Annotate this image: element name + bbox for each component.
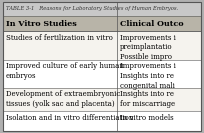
Bar <box>3 60 201 88</box>
Text: In vitro models: In vitro models <box>120 114 174 122</box>
Text: In Vitro Studies: In Vitro Studies <box>6 20 77 28</box>
Text: Development of extraembryonic
tissues (yolk sac and placenta): Development of extraembryonic tissues (y… <box>6 90 121 108</box>
Bar <box>3 2 201 16</box>
Text: Insights into re
for miscarriage: Insights into re for miscarriage <box>120 90 175 108</box>
Bar <box>3 31 201 60</box>
Text: Improvements i
preimplantatio
Possible impro: Improvements i preimplantatio Possible i… <box>120 34 176 61</box>
Text: Clinical Outco: Clinical Outco <box>120 20 184 28</box>
Text: TABLE 3-1   Reasons for Laboratory Studies of Human Embryos.: TABLE 3-1 Reasons for Laboratory Studies… <box>6 7 178 11</box>
Bar <box>3 111 201 131</box>
Text: Improved culture of early human
embryos: Improved culture of early human embryos <box>6 62 124 80</box>
Text: Isolation and in vitro differentiation: Isolation and in vitro differentiation <box>6 114 133 122</box>
Bar <box>3 16 201 31</box>
Bar <box>3 88 201 111</box>
Text: Studies of fertilization in vitro: Studies of fertilization in vitro <box>6 34 113 42</box>
Text: Improvements i
Insights into re
congenital mali: Improvements i Insights into re congenit… <box>120 62 176 90</box>
